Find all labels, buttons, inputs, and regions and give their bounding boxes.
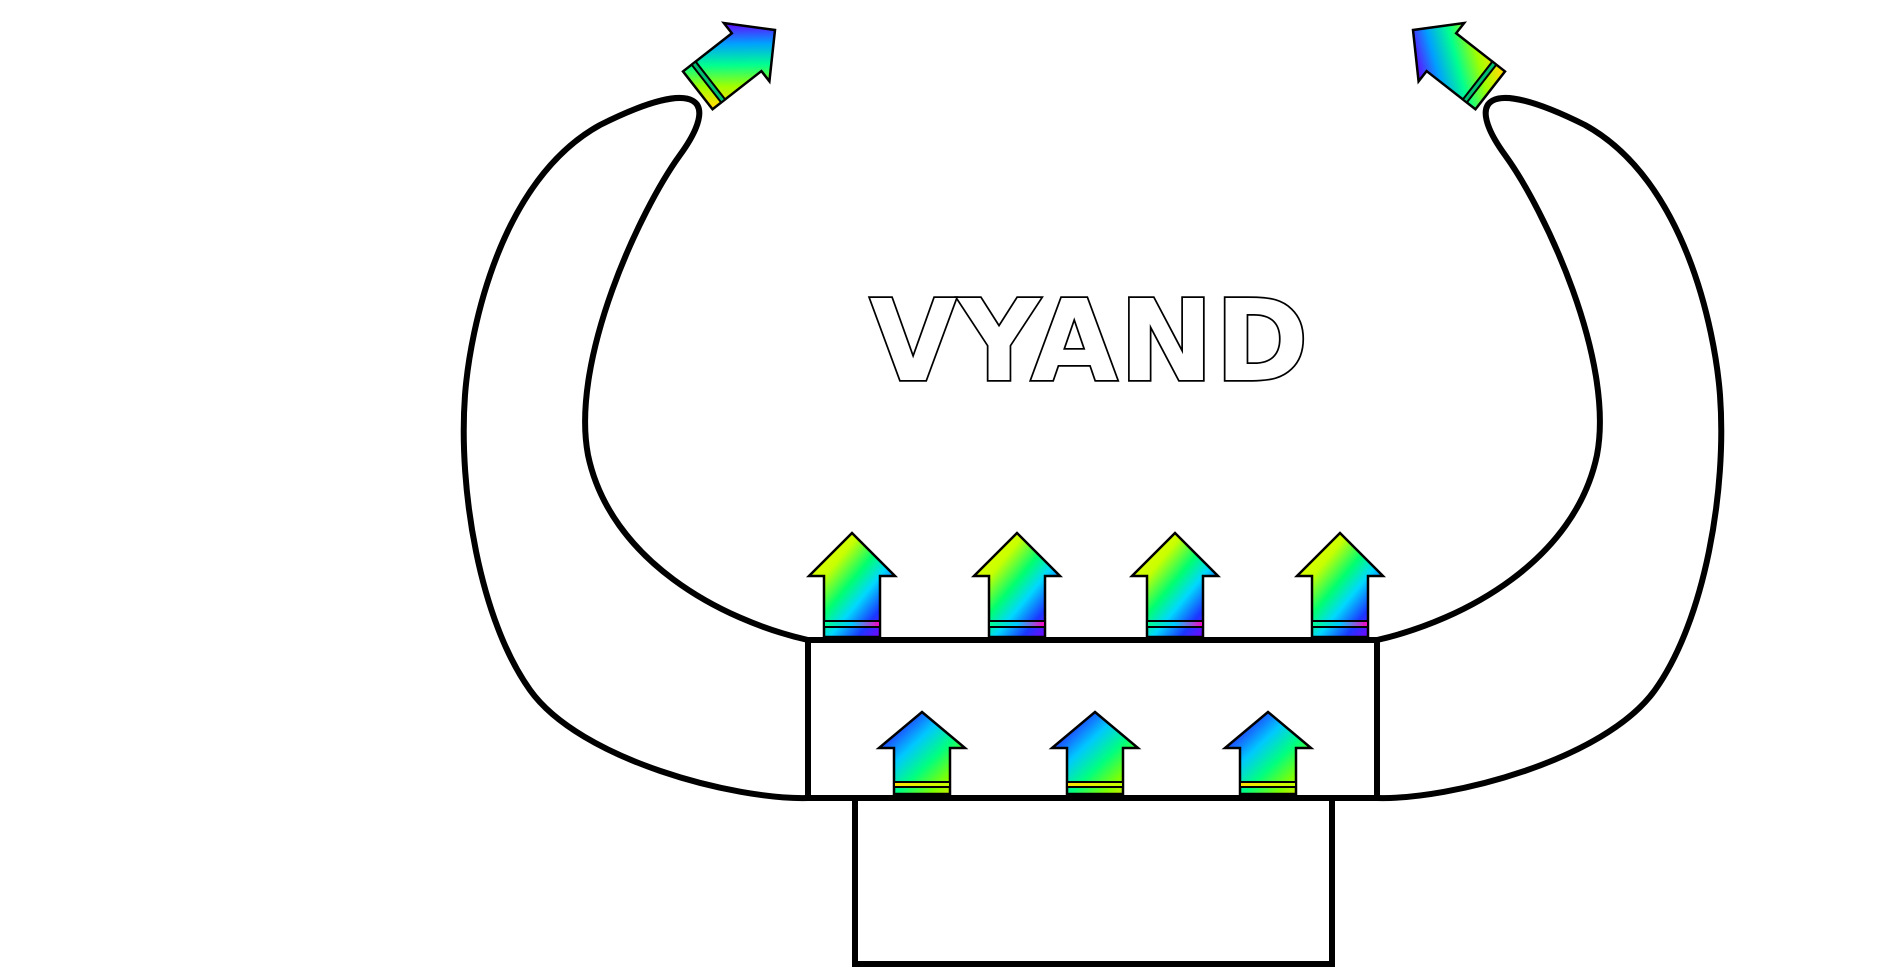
rainbow-up-arrow-icon <box>805 531 899 639</box>
upper-arrow-row <box>805 531 1387 639</box>
left-horn-tip-arrow <box>681 21 777 112</box>
rainbow-up-arrow-icon <box>1128 531 1222 639</box>
rainbow-diagonal-arrow-icon <box>1411 21 1507 112</box>
lower-arrow-row <box>875 710 1315 796</box>
rainbow-up-arrow-icon <box>875 710 969 796</box>
bottom-box <box>852 795 1335 967</box>
rainbow-up-arrow-icon <box>970 531 1064 639</box>
rainbow-up-arrow-icon <box>1048 710 1142 796</box>
rainbow-diagonal-arrow-icon <box>681 21 777 112</box>
left-horn <box>460 95 811 802</box>
rainbow-up-arrow-icon <box>1293 531 1387 639</box>
rainbow-up-arrow-icon <box>1221 710 1315 796</box>
right-horn-tip-arrow <box>1411 21 1507 112</box>
diagram-title: VYAND <box>870 277 1310 407</box>
right-horn <box>1374 95 1725 802</box>
